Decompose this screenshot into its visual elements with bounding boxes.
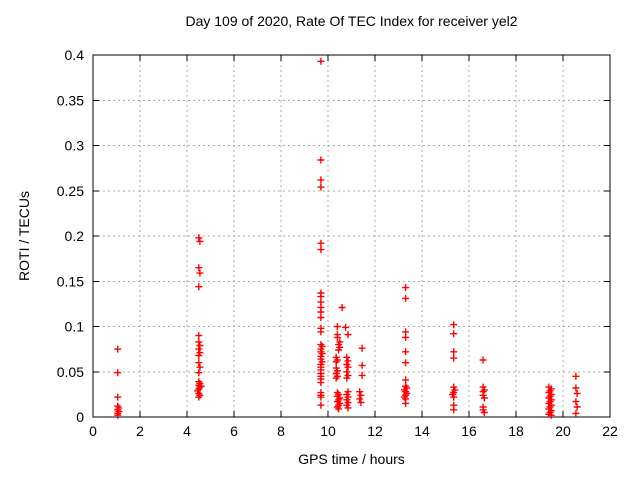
svg-text:0.3: 0.3 (65, 138, 85, 154)
svg-text:20: 20 (555, 423, 571, 439)
x-axis-label: GPS time / hours (298, 451, 405, 467)
svg-text:2: 2 (136, 423, 144, 439)
svg-text:8: 8 (277, 423, 285, 439)
svg-text:0.1: 0.1 (65, 319, 85, 335)
svg-text:0.25: 0.25 (57, 183, 84, 199)
svg-text:4: 4 (183, 423, 191, 439)
svg-text:14: 14 (414, 423, 430, 439)
svg-text:0: 0 (89, 423, 97, 439)
svg-text:18: 18 (508, 423, 524, 439)
y-axis-label: ROTI / TECUs (16, 191, 32, 281)
svg-text:10: 10 (320, 423, 336, 439)
svg-text:12: 12 (367, 423, 383, 439)
svg-text:6: 6 (230, 423, 238, 439)
svg-text:0.2: 0.2 (65, 228, 85, 244)
svg-text:0.15: 0.15 (57, 273, 84, 289)
svg-text:16: 16 (461, 423, 477, 439)
svg-text:0: 0 (76, 409, 84, 425)
svg-text:22: 22 (602, 423, 618, 439)
svg-text:0.05: 0.05 (57, 364, 84, 380)
chart-title: Day 109 of 2020, Rate Of TEC Index for r… (185, 13, 518, 29)
svg-text:0.35: 0.35 (57, 92, 84, 108)
svg-text:0.4: 0.4 (65, 47, 85, 63)
